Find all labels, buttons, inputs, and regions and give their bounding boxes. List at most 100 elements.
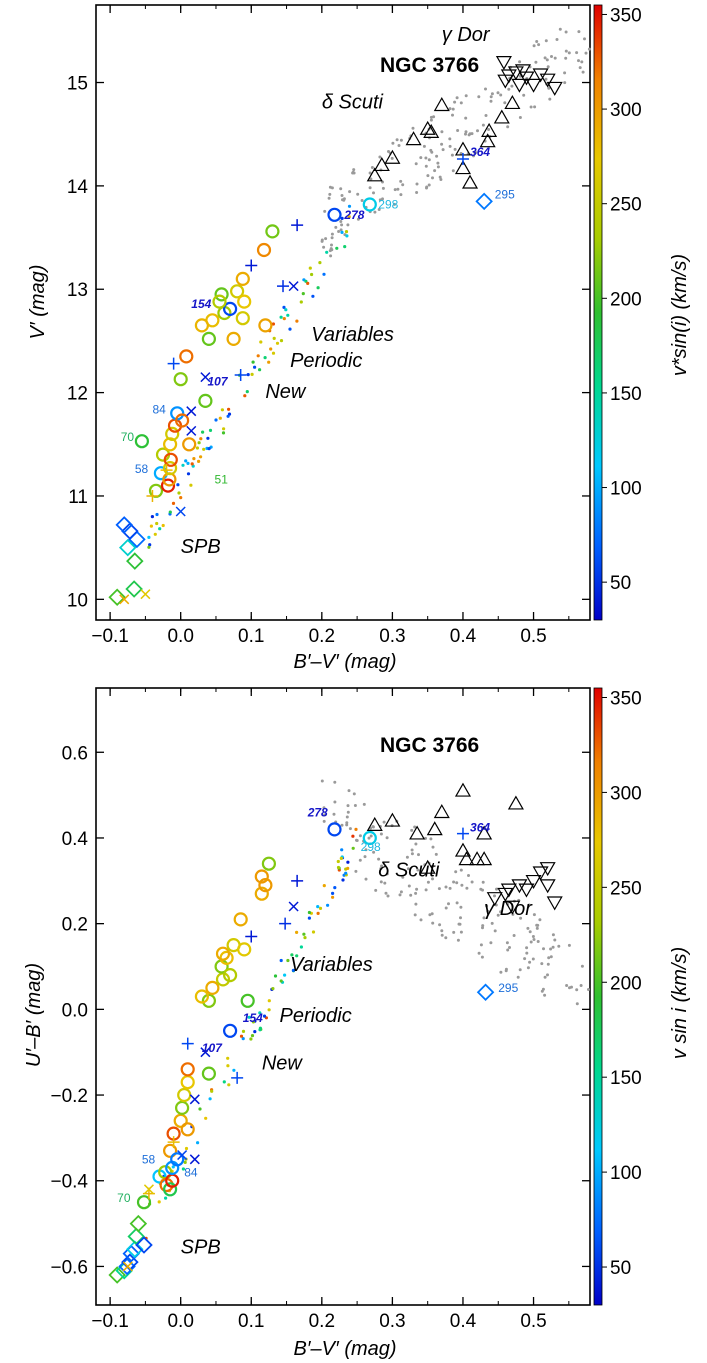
panel-bottom: NGC 3766 B′–V′ (mag) U′–B′ (mag) v sin i…	[23, 687, 691, 1360]
field-star-dot	[407, 884, 411, 888]
diamond-marker	[475, 192, 493, 211]
y-tick-label: 10	[67, 590, 88, 611]
field-star-dot	[334, 225, 338, 229]
field-star-dot	[465, 886, 469, 890]
colorbar-tick-label: 300	[610, 783, 642, 804]
field-star-dot	[546, 962, 550, 966]
y-tick-label: −0.6	[50, 1257, 88, 1278]
panel-bottom-ylabel: U′–B′ (mag)	[23, 963, 45, 1067]
member-dot	[256, 354, 260, 358]
member-dot	[279, 979, 283, 983]
field-star-dot	[459, 905, 463, 909]
field-star-dot	[519, 916, 523, 920]
panel-bottom-xlabel: B′–V′ (mag)	[293, 1338, 396, 1360]
field-star-dot	[425, 185, 429, 189]
triangle-up-marker	[423, 123, 440, 138]
plus-marker	[167, 357, 180, 370]
member-dot	[221, 431, 226, 435]
member-dot	[176, 483, 180, 487]
member-dot	[307, 916, 311, 920]
field-star-dot	[452, 880, 456, 884]
circle-marker	[179, 349, 194, 364]
field-star-dot	[383, 881, 387, 885]
field-star-dot	[487, 128, 491, 131]
top-series-cross	[119, 281, 299, 605]
colorbar-tick-label: 50	[610, 1258, 631, 1279]
member-dot	[311, 930, 316, 934]
member-dot	[335, 246, 339, 250]
diamond-marker	[127, 1227, 145, 1246]
member-dot	[286, 958, 290, 963]
field-star-dot	[431, 877, 434, 881]
field-star-dot	[490, 921, 494, 925]
field-star-dot	[369, 177, 373, 181]
field-star-dot	[433, 169, 437, 173]
field-star-dot	[399, 890, 403, 894]
field-star-dot	[345, 815, 349, 819]
star-label: 295	[495, 187, 515, 201]
top-series-triangle-down	[495, 55, 563, 96]
field-star-dot	[563, 71, 567, 75]
member-dot	[258, 368, 262, 372]
cross-marker	[288, 281, 299, 292]
triangle-down-marker	[497, 887, 514, 902]
circle-marker	[219, 950, 234, 966]
field-star-dot	[479, 887, 483, 891]
member-dot	[214, 418, 218, 422]
member-dot	[157, 1200, 161, 1204]
star-label: 298	[378, 198, 398, 212]
triangle-down-marker	[486, 892, 503, 907]
field-star-dot	[322, 245, 326, 249]
circle-marker	[254, 869, 269, 884]
member-dot	[336, 859, 340, 864]
field-star-dot	[503, 101, 507, 105]
circle-marker	[180, 1122, 195, 1137]
field-star-dot	[381, 197, 384, 201]
member-dot	[267, 999, 271, 1003]
field-star-dot	[564, 56, 568, 60]
member-dot	[341, 878, 345, 882]
circle-marker	[233, 912, 248, 927]
field-star-dot	[323, 209, 327, 213]
member-dot	[168, 510, 172, 514]
circle-marker	[362, 197, 377, 212]
bottom-series-cross	[122, 901, 299, 1272]
field-star-dot	[332, 812, 336, 816]
triangle-up-marker	[433, 97, 450, 112]
member-dot	[279, 315, 283, 319]
plus-marker	[291, 874, 304, 887]
colorbar-tick-label: 350	[610, 688, 642, 709]
field-star-dot	[429, 118, 433, 122]
field-star-dot	[536, 940, 540, 943]
field-star-dot	[422, 144, 426, 148]
circle-marker	[362, 830, 377, 846]
field-star-dot	[380, 864, 384, 868]
field-star-dot	[543, 56, 547, 60]
member-dot	[199, 455, 203, 459]
field-star-dot	[489, 95, 493, 99]
field-star-dot	[464, 94, 468, 98]
bottom-series-triangle-up	[366, 782, 524, 874]
field-star-dot	[522, 93, 526, 97]
triangle-up-marker	[507, 795, 524, 810]
field-star-dot	[523, 957, 527, 961]
field-star-dot	[543, 975, 547, 979]
panel-top: NGC 3766 B′–V′ (mag) V′ (mag) v*sin(i) (…	[27, 4, 691, 673]
field-star-dot	[436, 165, 440, 169]
member-dot	[290, 953, 294, 957]
member-dot	[226, 1056, 230, 1060]
field-star-dot	[506, 125, 510, 129]
member-dot	[326, 903, 330, 907]
field-star-dot	[419, 156, 423, 160]
plus-marker	[146, 489, 159, 502]
plus-marker	[160, 464, 173, 477]
plus-marker	[231, 1071, 244, 1084]
field-star-dot	[516, 975, 520, 979]
member-dot	[272, 336, 276, 340]
member-dot	[316, 905, 320, 909]
panel-top-ylabel: V′ (mag)	[27, 265, 49, 340]
field-star-dot	[440, 130, 444, 134]
circle-marker	[237, 942, 252, 957]
field-star-dot	[447, 902, 450, 906]
triangle-up-marker	[454, 160, 472, 175]
